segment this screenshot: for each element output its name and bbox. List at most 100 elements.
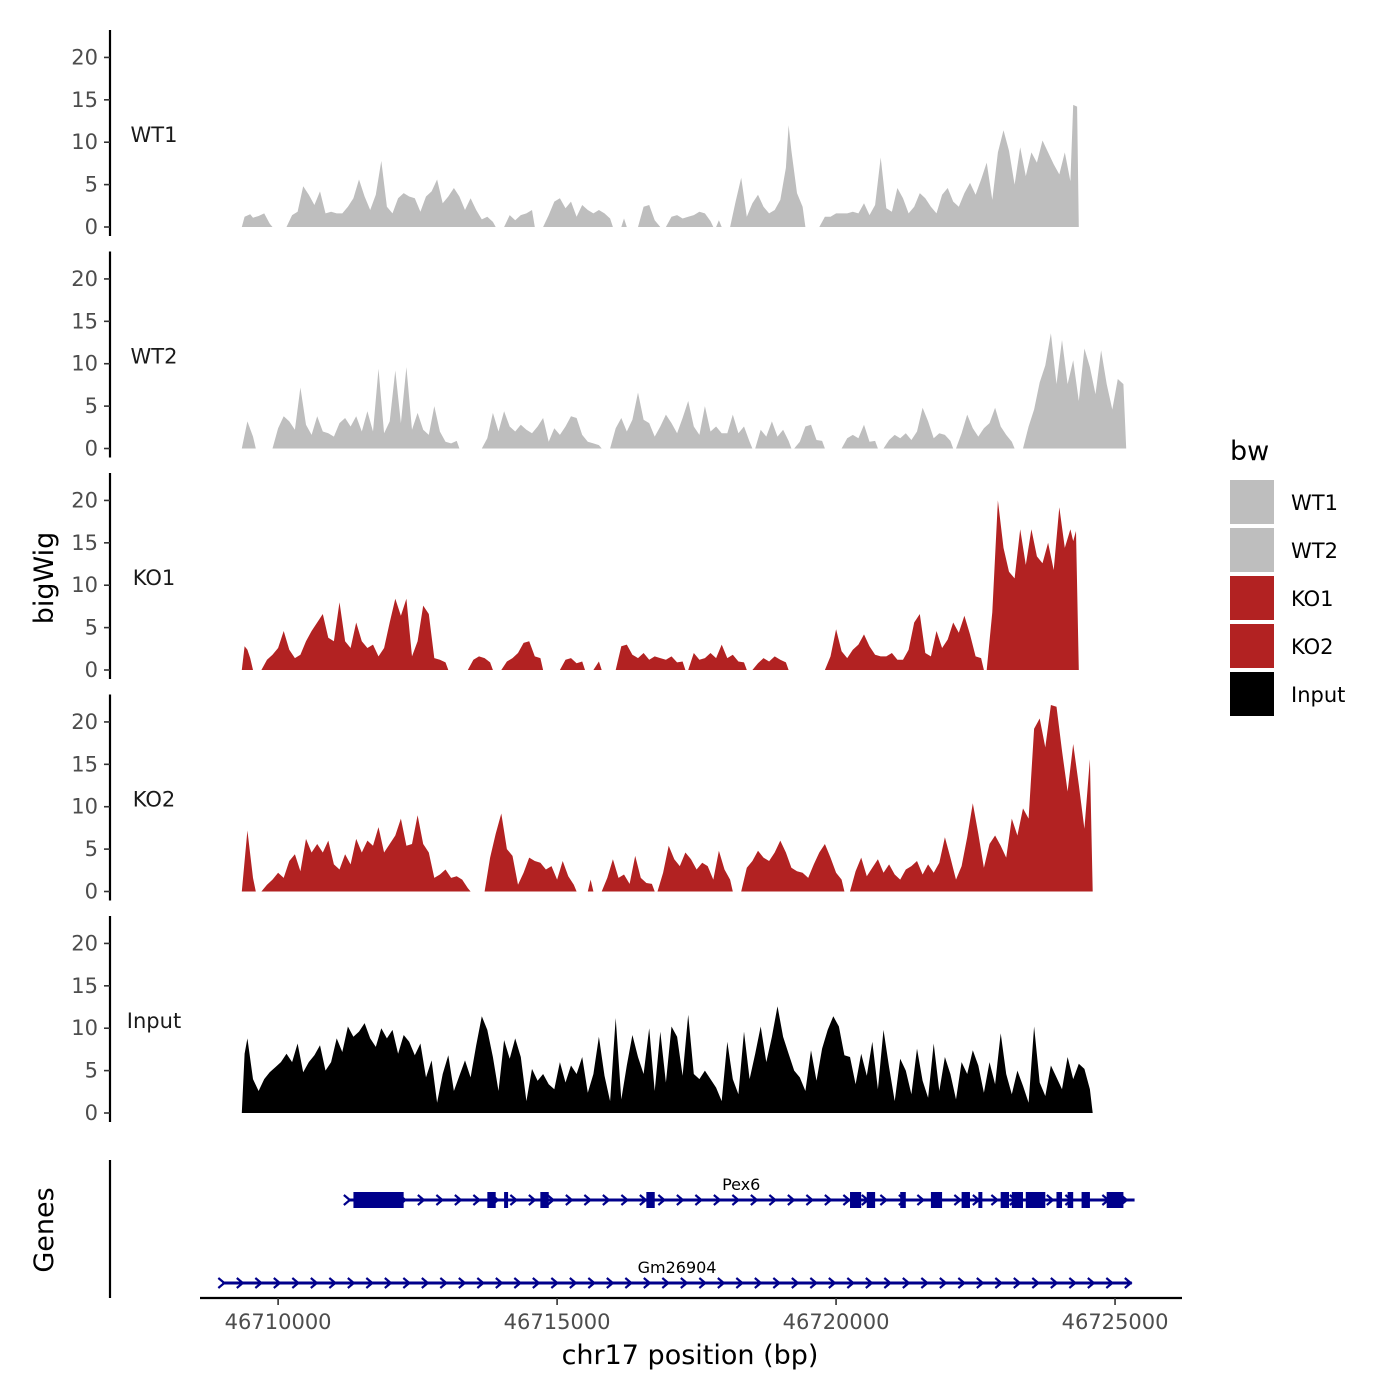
legend-item-ko2: KO2 — [1230, 624, 1334, 668]
track-label: WT1 — [131, 123, 178, 147]
coverage-area — [241, 830, 256, 892]
y-tick-label: 5 — [85, 616, 98, 640]
strand-arrow — [772, 1277, 782, 1289]
coverage-area — [241, 421, 256, 449]
coverage-area — [241, 213, 273, 227]
strand-arrow — [1046, 1194, 1055, 1206]
coverage-area — [730, 125, 806, 227]
legend-swatch — [1230, 576, 1274, 620]
gene-annotation-track: Pex6 Gm26904 — [108, 1160, 1135, 1298]
legend: bw WT1 WT2 KO1 KO2 Input — [1230, 436, 1345, 716]
x-tick-label: 46715000 — [504, 1310, 611, 1334]
legend-title: bw — [1230, 436, 1269, 467]
x-axis-title: chr17 position (bp) — [562, 1340, 819, 1371]
exon — [504, 1192, 509, 1208]
coverage-area — [615, 644, 686, 670]
coverage-area — [819, 104, 1079, 227]
strand-arrow — [546, 1194, 556, 1206]
coverage-area — [593, 661, 602, 670]
strand-arrow — [291, 1277, 301, 1289]
coverage-area — [587, 879, 594, 892]
strand-arrow — [1050, 1277, 1059, 1289]
strand-arrow — [550, 1277, 560, 1289]
coverage-area — [665, 211, 714, 227]
y-tick-label: 20 — [71, 710, 98, 734]
strand-arrow — [402, 1277, 412, 1289]
strand-arrow — [879, 1194, 889, 1206]
coverage-area — [752, 656, 789, 670]
y-tick-label: 0 — [85, 658, 98, 682]
track-ko1: 0 5 10 15 20 KO1 — [71, 473, 1079, 682]
legend-swatch — [1230, 528, 1274, 572]
exon — [1056, 1192, 1063, 1208]
y-tick-label: 0 — [85, 215, 98, 239]
coverage-area — [850, 705, 1093, 892]
coverage-area — [241, 646, 253, 670]
exon — [540, 1192, 549, 1208]
coverage-area — [261, 598, 449, 670]
strand-arrow — [1105, 1277, 1115, 1289]
strand-arrow — [846, 1277, 856, 1289]
exon — [978, 1192, 983, 1208]
legend-label: WT2 — [1291, 539, 1338, 563]
strand-arrow — [661, 1277, 671, 1289]
genes-axis-title: Genes — [29, 1187, 60, 1272]
strand-arrow — [217, 1277, 227, 1289]
legend-item-wt2: WT2 — [1230, 528, 1338, 572]
x-tick-label: 46710000 — [225, 1310, 332, 1334]
gene-label: Pex6 — [722, 1175, 760, 1194]
strand-arrow — [643, 1277, 652, 1289]
strand-arrow — [1087, 1277, 1096, 1289]
strand-arrow — [476, 1277, 486, 1289]
coverage-area — [504, 210, 535, 227]
y-tick-label: 10 — [71, 1016, 98, 1040]
coverage-area — [824, 614, 984, 670]
strand-arrow — [676, 1194, 685, 1206]
y-tick-label: 5 — [85, 394, 98, 418]
strand-arrow — [565, 1194, 574, 1206]
strand-arrow — [939, 1277, 948, 1289]
exon — [1067, 1192, 1074, 1208]
strand-arrow — [1013, 1277, 1022, 1289]
strand-arrow — [624, 1277, 634, 1289]
coverage-area — [286, 160, 496, 227]
strand-arrow — [472, 1194, 482, 1206]
coverage-area — [621, 218, 627, 227]
strand-arrow — [532, 1277, 541, 1289]
legend-label: Input — [1291, 683, 1345, 707]
y-tick-label: 10 — [71, 795, 98, 819]
strand-arrow — [310, 1277, 319, 1289]
strand-arrow — [439, 1277, 449, 1289]
track-label: KO2 — [133, 788, 176, 812]
y-tick-label: 15 — [71, 974, 98, 998]
strand-arrow — [365, 1277, 375, 1289]
legend-swatch — [1230, 672, 1274, 716]
coverage-area — [741, 840, 845, 892]
coverage-area — [501, 641, 544, 670]
strand-arrow — [273, 1277, 282, 1289]
strand-arrow — [583, 1194, 593, 1206]
y-tick-label: 15 — [71, 309, 98, 333]
strand-arrow — [694, 1194, 704, 1206]
strand-arrow — [731, 1194, 741, 1206]
y-tick-label: 5 — [85, 1059, 98, 1083]
track-input: 0 5 10 15 20 Input — [71, 916, 1093, 1125]
strand-arrow — [347, 1277, 356, 1289]
exon — [866, 1192, 876, 1208]
y-tick-label: 15 — [71, 531, 98, 555]
strand-arrow — [902, 1277, 911, 1289]
exon — [961, 1192, 970, 1208]
coverage-area — [956, 407, 1015, 449]
y-tick-label: 0 — [85, 880, 98, 904]
strand-arrow — [828, 1277, 837, 1289]
strand-arrow — [435, 1194, 445, 1206]
y-tick-label: 10 — [71, 130, 98, 154]
x-tick-label: 46725000 — [1062, 1310, 1169, 1334]
strand-arrow — [639, 1194, 648, 1206]
y-tick-label: 20 — [71, 267, 98, 291]
exon — [1081, 1192, 1090, 1208]
coverage-area — [610, 392, 753, 449]
strand-arrow — [717, 1277, 726, 1289]
strand-arrow — [513, 1277, 523, 1289]
strand-arrow — [787, 1194, 796, 1206]
